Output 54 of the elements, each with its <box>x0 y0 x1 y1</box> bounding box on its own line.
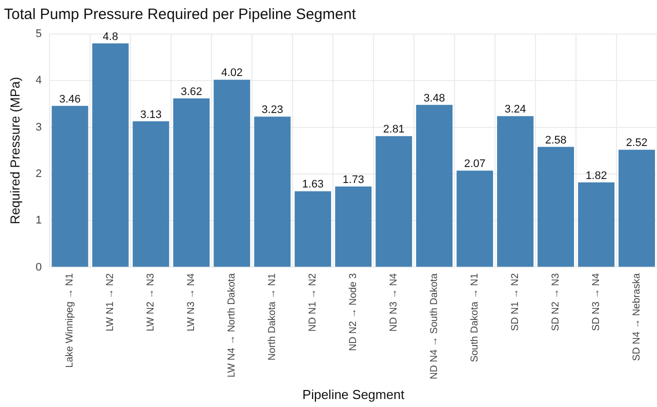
x-tick-label: SD N1 → N2 <box>510 272 522 332</box>
bar <box>173 98 210 267</box>
data-label: 1.63 <box>302 178 324 191</box>
x-tick-label: LW N3 → N4 <box>186 272 198 332</box>
data-label: 1.82 <box>586 170 607 182</box>
x-tick-label: LW N2 → N3 <box>146 272 157 332</box>
x-tick-label: South Dakota → N1 <box>470 272 481 362</box>
data-label: 3.62 <box>180 86 202 98</box>
bar <box>416 104 453 267</box>
x-tick-label: ND N4 → South Dakota <box>429 272 440 380</box>
data-label: 3.13 <box>140 108 162 121</box>
bar <box>132 121 170 267</box>
x-tick-label: ND N3 → N4 <box>388 272 400 332</box>
bar <box>497 116 534 267</box>
data-label: 3.24 <box>504 104 526 116</box>
y-tick-label: 4 <box>36 74 42 87</box>
x-tick-label: ND N1 → N2 <box>308 272 319 332</box>
x-tick-label: SD N4 → Nebraska <box>632 272 643 362</box>
bar <box>52 106 88 267</box>
bar <box>376 136 412 267</box>
chart-title: Total Pump Pressure Required per Pipeline Segment <box>4 6 357 24</box>
data-label: 3.48 <box>424 92 446 104</box>
data-label: 4.8 <box>102 30 118 43</box>
x-tick-label: SD N3 → N4 <box>591 272 602 332</box>
bar <box>578 182 614 267</box>
x-axis-title: Pipeline Segment <box>302 386 405 402</box>
bar <box>456 170 494 267</box>
bar <box>538 146 574 267</box>
y-tick-label: 1 <box>36 214 42 227</box>
x-tick-label: Lake Winnipeg → N1 <box>64 272 76 368</box>
y-tick-label: 5 <box>36 28 42 40</box>
x-tick-label: SD N2 → N3 <box>550 272 562 332</box>
x-tick-label: LW N4 → North Dakota <box>226 272 238 378</box>
data-label: 2.07 <box>464 158 486 170</box>
bar <box>294 191 332 267</box>
bar <box>92 43 129 267</box>
y-tick-label: 2 <box>36 168 42 180</box>
data-label: 3.46 <box>59 93 81 106</box>
data-label: 4.02 <box>221 67 243 80</box>
y-tick-label: 3 <box>36 121 42 134</box>
y-tick-label: 0 <box>36 261 42 274</box>
bar <box>335 186 372 267</box>
y-axis-title: Required Pressure (MPa) <box>7 76 22 224</box>
bar <box>214 80 250 267</box>
x-tick-label: ND N2 → Node 3 <box>348 272 360 352</box>
data-label: 3.23 <box>262 104 284 116</box>
x-tick-label: LW N1 → N2 <box>105 272 116 332</box>
data-label: 2.81 <box>383 124 405 136</box>
bar <box>618 150 655 267</box>
x-tick-label: North Dakota → N1 <box>267 272 278 361</box>
data-label: 2.52 <box>626 137 648 150</box>
data-label: 1.73 <box>342 174 364 186</box>
bar <box>254 116 291 267</box>
data-label: 2.58 <box>545 134 566 146</box>
